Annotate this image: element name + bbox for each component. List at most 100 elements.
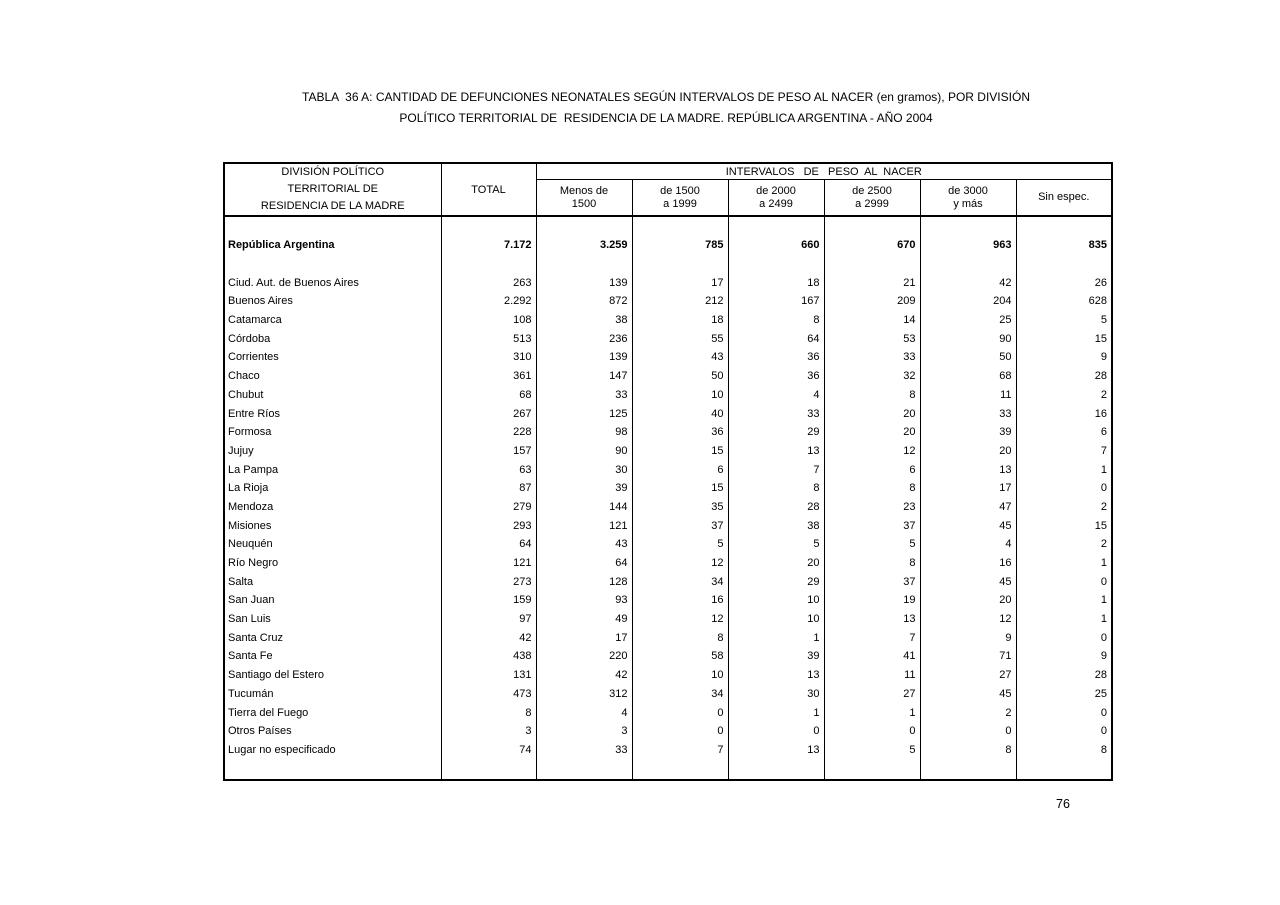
value-cell: 9 xyxy=(1015,647,1113,666)
value-cell: 18 xyxy=(631,310,729,330)
value-cell: 1 xyxy=(823,703,921,722)
row-label: Formosa xyxy=(223,422,442,442)
value-cell: 28 xyxy=(1015,366,1113,386)
table-row: Tierra del Fuego 8 4 0 1 1 2 0 xyxy=(223,703,1113,722)
value-cell: 34 xyxy=(631,572,729,592)
value-cell: 55 xyxy=(631,329,729,349)
header-col-line: y más xyxy=(953,197,983,210)
spacer-cell xyxy=(823,216,921,236)
value-cell: 9 xyxy=(1015,348,1113,367)
value-cell: 7 xyxy=(631,740,729,760)
value-cell: 8 xyxy=(823,385,921,405)
value-cell: 2 xyxy=(1015,385,1113,405)
value-cell: 7 xyxy=(727,460,825,479)
header-col-line: de 2000 xyxy=(756,184,796,197)
value-cell: 68 xyxy=(919,366,1017,386)
value-cell: 38 xyxy=(535,310,633,330)
value-cell: 8 xyxy=(727,478,825,498)
value-cell: 37 xyxy=(823,516,921,535)
table-row: República Argentina 7.172 3.259 785 660 670 96… xyxy=(223,236,1113,255)
value-cell: 0 xyxy=(823,721,921,741)
value-cell: 5 xyxy=(727,535,825,554)
value-cell: 39 xyxy=(535,478,633,498)
table-row: Misiones 293 121 37 38 37 45 15 xyxy=(223,516,1113,535)
table-row: Lugar no especificado 74 33 7 13 5 8 8 xyxy=(223,740,1113,760)
value-cell: 0 xyxy=(1015,721,1113,741)
value-cell: 32 xyxy=(823,366,921,386)
value-cell: 64 xyxy=(440,535,537,554)
spacer-cell xyxy=(223,254,442,274)
value-cell: 33 xyxy=(535,740,633,760)
value-cell: 90 xyxy=(919,329,1017,349)
spacer-cell xyxy=(631,216,729,236)
table-header: DIVISIÓN POLÍTICO TERRITORIAL DE RESIDEN… xyxy=(223,163,1113,218)
row-label: San Luis xyxy=(223,609,442,629)
table-row: Tucumán 473 312 34 30 27 45 25 xyxy=(223,684,1113,704)
value-cell: 11 xyxy=(823,665,921,685)
spacer-cell xyxy=(919,216,1017,236)
spacer-row xyxy=(223,759,1113,781)
row-label: Jujuy xyxy=(223,441,442,461)
value-cell: 49 xyxy=(535,609,633,629)
value-cell: 34 xyxy=(631,684,729,704)
value-cell: 4 xyxy=(727,385,825,405)
value-cell: 0 xyxy=(919,721,1017,741)
header-col-line: Menos de xyxy=(559,184,609,197)
header-col-line: a 1999 xyxy=(663,197,697,210)
value-cell: 5 xyxy=(1015,310,1113,330)
header-division: DIVISIÓN POLÍTICO TERRITORIAL DE RESIDEN… xyxy=(223,163,442,217)
table-row: Chaco 361 147 50 36 32 68 28 xyxy=(223,366,1113,386)
value-cell: 42 xyxy=(919,273,1017,293)
value-cell: 17 xyxy=(919,478,1017,498)
value-cell: 14 xyxy=(823,310,921,330)
table-row: Santiago del Estero 131 42 10 13 11 27 28 xyxy=(223,665,1113,685)
value-cell: 0 xyxy=(1015,478,1113,498)
value-cell: 45 xyxy=(919,684,1017,704)
value-cell: 8 xyxy=(919,740,1017,760)
value-cell: 13 xyxy=(727,740,825,760)
spacer-cell xyxy=(1015,254,1113,274)
value-cell: 660 xyxy=(727,236,825,255)
value-cell: 2.292 xyxy=(440,292,537,311)
row-label: Tucumán xyxy=(223,684,442,704)
value-cell: 93 xyxy=(535,591,633,610)
value-cell: 1 xyxy=(1015,591,1113,610)
row-label: Mendoza xyxy=(223,497,442,517)
header-col-1500-1999: de 1500 a 1999 xyxy=(631,179,729,218)
value-cell: 20 xyxy=(823,422,921,442)
value-cell: 236 xyxy=(535,329,633,349)
value-cell: 147 xyxy=(535,366,633,386)
value-cell: 6 xyxy=(823,460,921,479)
value-cell: 21 xyxy=(823,273,921,293)
value-cell: 12 xyxy=(823,441,921,461)
value-cell: 19 xyxy=(823,591,921,610)
value-cell: 7 xyxy=(1015,441,1113,461)
header-col-3000-ymas: de 3000 y más xyxy=(919,179,1017,218)
value-cell: 5 xyxy=(823,740,921,760)
row-label: Ciud. Aut. de Buenos Aires xyxy=(223,273,442,293)
value-cell: 0 xyxy=(631,703,729,722)
value-cell: 74 xyxy=(440,740,537,760)
value-cell: 90 xyxy=(535,441,633,461)
value-cell: 20 xyxy=(823,404,921,423)
header-division-line2: TERRITORIAL DE xyxy=(287,183,378,195)
value-cell: 43 xyxy=(535,535,633,554)
value-cell: 41 xyxy=(823,647,921,666)
value-cell: 10 xyxy=(631,665,729,685)
value-cell: 7 xyxy=(823,628,921,648)
value-cell: 12 xyxy=(631,609,729,629)
value-cell: 8 xyxy=(823,478,921,498)
value-cell: 58 xyxy=(631,647,729,666)
table-row: Río Negro 121 64 12 20 8 16 1 xyxy=(223,553,1113,573)
value-cell: 0 xyxy=(1015,628,1113,648)
value-cell: 98 xyxy=(535,422,633,442)
header-col-line: a 2999 xyxy=(855,197,889,210)
value-cell: 38 xyxy=(727,516,825,535)
row-label: Río Negro xyxy=(223,553,442,573)
value-cell: 13 xyxy=(919,460,1017,479)
value-cell: 963 xyxy=(919,236,1017,255)
table-row: San Luis 97 49 12 10 13 12 1 xyxy=(223,609,1113,629)
value-cell: 35 xyxy=(631,497,729,517)
value-cell: 310 xyxy=(440,348,537,367)
value-cell: 438 xyxy=(440,647,537,666)
